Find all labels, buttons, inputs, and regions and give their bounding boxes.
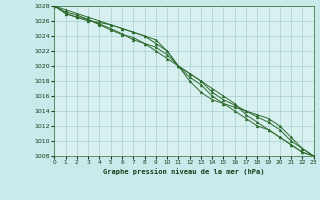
X-axis label: Graphe pression niveau de la mer (hPa): Graphe pression niveau de la mer (hPa) [103, 168, 265, 175]
